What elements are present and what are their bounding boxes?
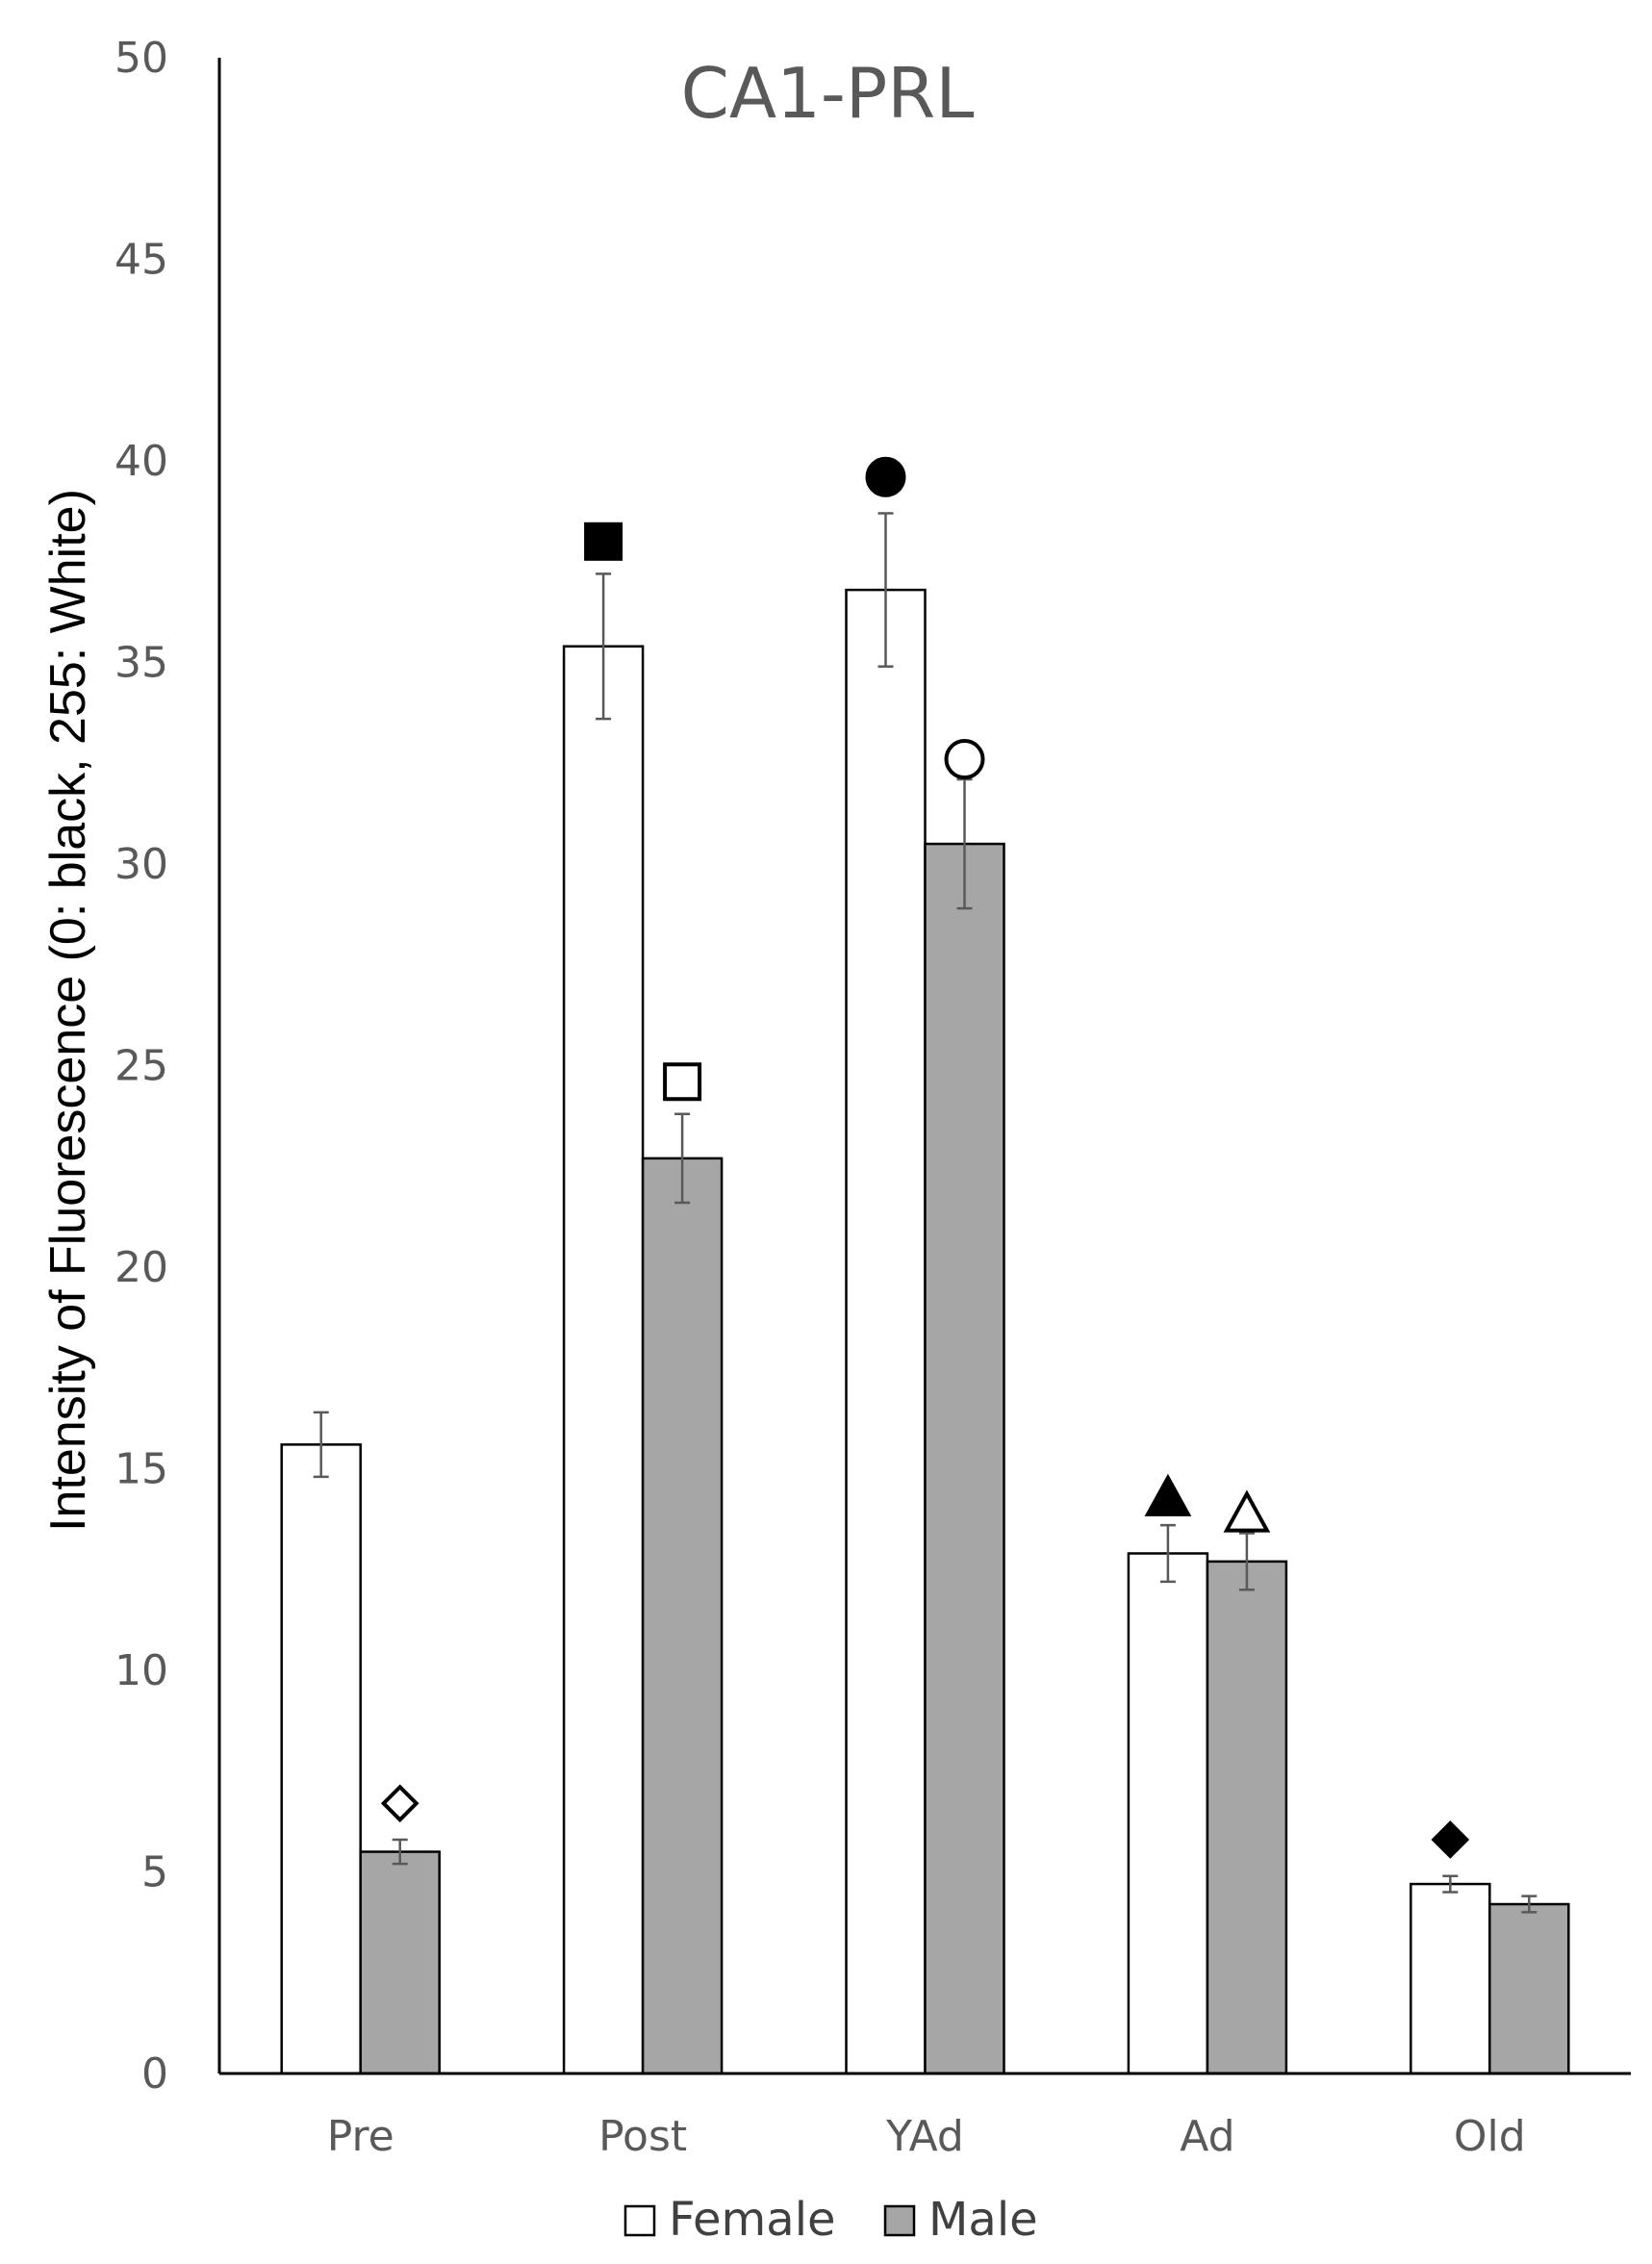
error-bar-male-old bbox=[1521, 1895, 1538, 1914]
marker-square-open-icon bbox=[663, 1062, 702, 1102]
y-tick-label: 5 bbox=[141, 1848, 168, 1897]
marker-triangle-open-icon bbox=[1223, 1489, 1271, 1533]
bar-male-pre bbox=[359, 1850, 441, 2075]
error-bar-female-old bbox=[1442, 1874, 1459, 1894]
marker-diamond-open-icon bbox=[380, 1784, 419, 1823]
y-tick-label: 45 bbox=[114, 236, 168, 285]
error-bar-female-ad bbox=[1159, 1523, 1176, 1584]
y-tick-label: 35 bbox=[114, 639, 168, 688]
y-tick-label: 40 bbox=[114, 437, 168, 486]
error-bar-male-pre bbox=[392, 1838, 408, 1866]
legend-swatch-male bbox=[883, 2204, 916, 2237]
error-bars bbox=[313, 512, 1538, 1914]
bars bbox=[280, 588, 1570, 2075]
y-tick-label: 10 bbox=[114, 1646, 168, 1695]
bar-female-ad bbox=[1127, 1552, 1209, 2075]
bar-female-yad bbox=[845, 588, 927, 2075]
y-tick-label: 15 bbox=[114, 1445, 168, 1494]
x-tick-label: Post bbox=[598, 2112, 687, 2161]
bar-female-pre bbox=[280, 1443, 362, 2075]
y-tick-label: 25 bbox=[114, 1042, 168, 1091]
bar-male-post bbox=[641, 1157, 724, 2075]
y-tick-label: 50 bbox=[114, 34, 168, 83]
significance-markers bbox=[380, 456, 1470, 1859]
marker-circle-open-icon bbox=[944, 739, 985, 780]
legend-label-male: Male bbox=[928, 2193, 1038, 2247]
error-bar-male-post bbox=[674, 1112, 691, 1205]
bar-male-old bbox=[1488, 1902, 1570, 2075]
y-tick-label: 0 bbox=[141, 2049, 168, 2099]
y-tick-label: 30 bbox=[114, 840, 168, 889]
x-tick-labels: Pre Post YAd Ad Old bbox=[327, 2112, 1526, 2161]
x-tick-label: Ad bbox=[1180, 2112, 1234, 2161]
marker-triangle-filled-icon bbox=[1144, 1473, 1192, 1516]
bar-female-old bbox=[1410, 1882, 1491, 2075]
bar-male-ad bbox=[1206, 1560, 1288, 2075]
marker-circle-filled-icon bbox=[865, 456, 906, 497]
error-bar-female-pre bbox=[313, 1411, 329, 1479]
y-tick-labels: 0 5 10 15 20 25 30 35 40 45 50 bbox=[114, 34, 168, 2099]
marker-diamond-filled-icon bbox=[1431, 1820, 1470, 1859]
legend-swatch-female bbox=[623, 2204, 656, 2237]
y-tick-label: 20 bbox=[114, 1243, 168, 1292]
error-bar-female-yad bbox=[877, 512, 894, 668]
error-bar-female-post bbox=[596, 572, 612, 721]
y-axis-label: Intensity of Fluorescence (0: black, 255… bbox=[40, 489, 96, 1532]
marker-square-filled-icon bbox=[584, 521, 623, 561]
chart-title: CA1-PRL bbox=[681, 53, 975, 134]
x-tick-label: YAd bbox=[885, 2112, 964, 2161]
bar-female-post bbox=[562, 645, 645, 2075]
bar-male-yad bbox=[924, 842, 1005, 2075]
legend: Female Male bbox=[623, 2193, 1038, 2247]
x-tick-label: Pre bbox=[327, 2112, 394, 2161]
x-tick-label: Old bbox=[1454, 2112, 1526, 2161]
error-bar-male-ad bbox=[1238, 1532, 1255, 1591]
legend-label-female: Female bbox=[669, 2193, 836, 2247]
